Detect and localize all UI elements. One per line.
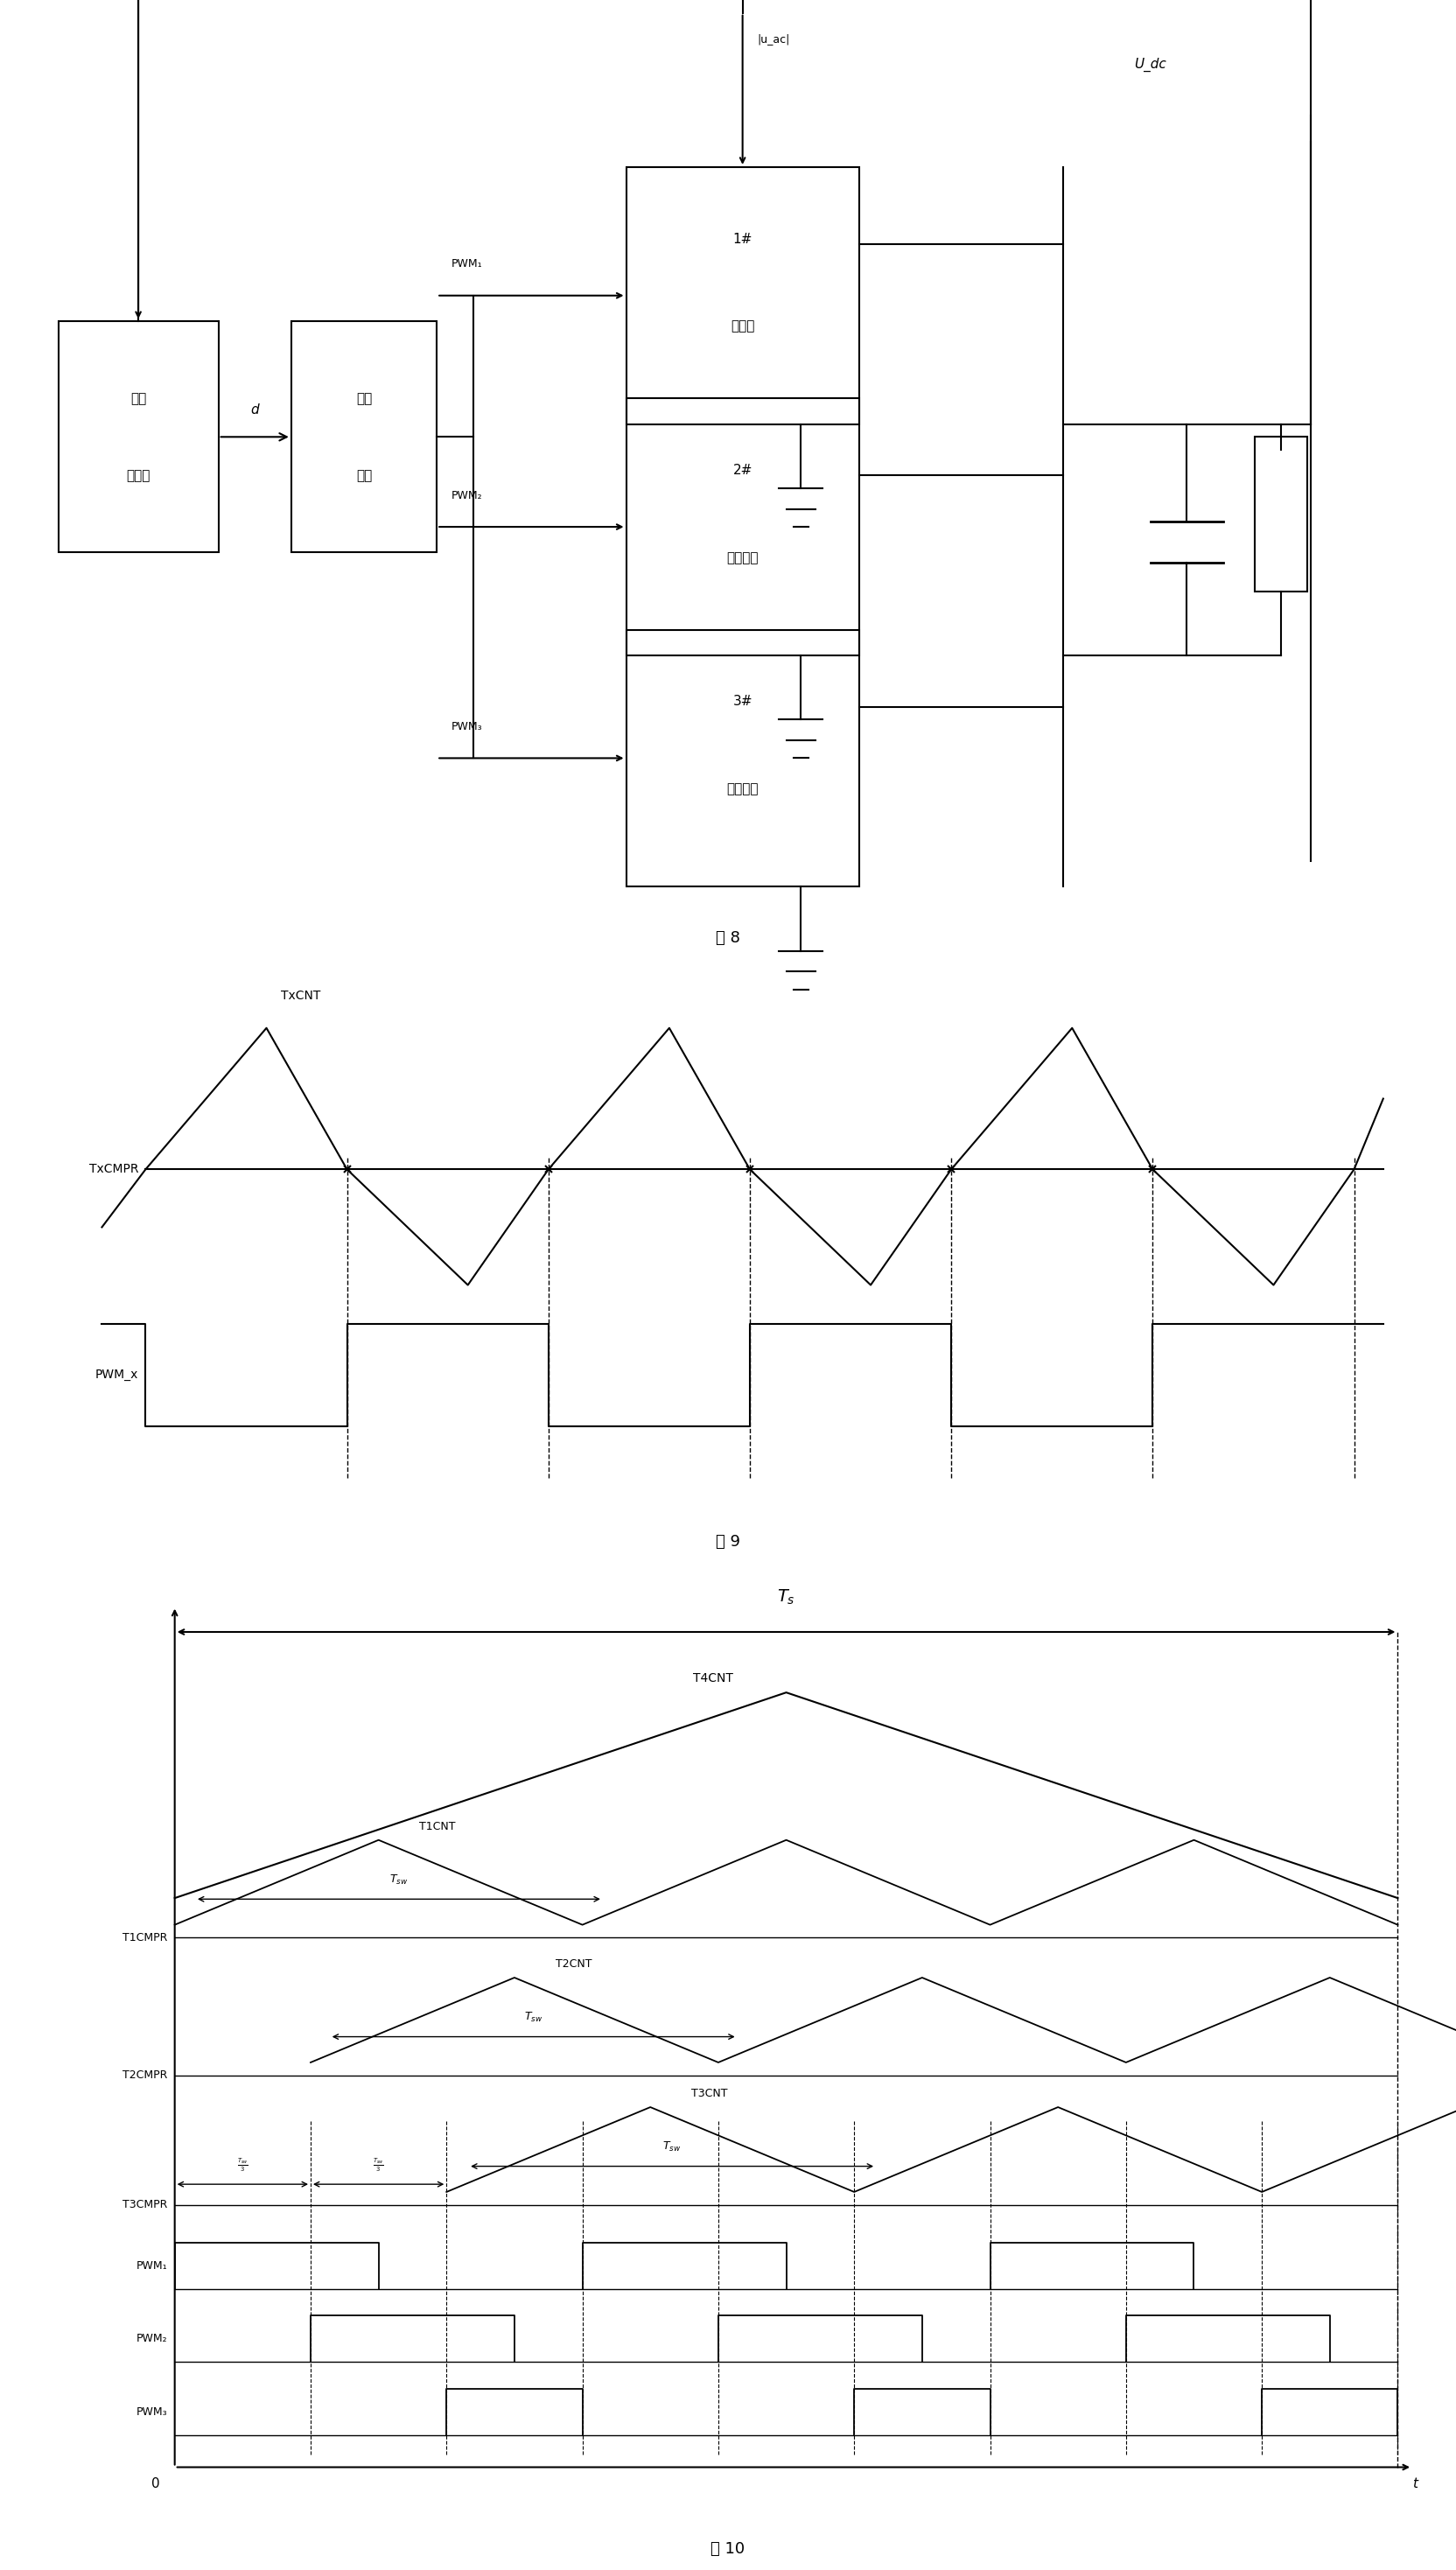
Text: PWM₃: PWM₃ xyxy=(137,2406,167,2418)
Text: t: t xyxy=(1412,2477,1418,2490)
Text: T2CNT: T2CNT xyxy=(555,1958,591,1969)
Text: T1CMPR: T1CMPR xyxy=(122,1933,167,1943)
Text: U_dc: U_dc xyxy=(1134,57,1166,72)
Text: $T_{sw}$: $T_{sw}$ xyxy=(524,2010,543,2025)
Text: 图 9: 图 9 xyxy=(716,1534,740,1550)
Text: PWM₁: PWM₁ xyxy=(137,2259,167,2272)
Text: PWM₁: PWM₁ xyxy=(451,260,482,270)
Text: $T_s$: $T_s$ xyxy=(778,1588,795,1606)
Text: T3CMPR: T3CMPR xyxy=(122,2200,167,2210)
Text: 图 8: 图 8 xyxy=(716,930,740,946)
Bar xyxy=(626,630,859,887)
Text: T1CNT: T1CNT xyxy=(419,1822,456,1832)
Text: 图 10: 图 10 xyxy=(711,2542,745,2557)
Text: T4CNT: T4CNT xyxy=(693,1673,734,1686)
Text: PWM₂: PWM₂ xyxy=(451,491,482,501)
Text: 闭环: 闭环 xyxy=(131,391,146,406)
Text: 变换器: 变换器 xyxy=(731,319,754,334)
Bar xyxy=(626,167,859,424)
Text: 从变换器: 从变换器 xyxy=(727,781,759,797)
Text: 1#: 1# xyxy=(732,231,753,247)
Text: T3CNT: T3CNT xyxy=(692,2087,728,2100)
Text: 3#: 3# xyxy=(732,694,753,709)
Text: $T_{sw}$: $T_{sw}$ xyxy=(390,1874,408,1886)
Text: 控制器: 控制器 xyxy=(127,468,150,483)
Text: d: d xyxy=(250,403,259,416)
Text: TxCNT: TxCNT xyxy=(281,989,320,1002)
Text: PWM₂: PWM₂ xyxy=(137,2334,167,2344)
Text: T2CMPR: T2CMPR xyxy=(122,2069,167,2082)
Bar xyxy=(291,321,437,553)
Text: $\frac{T_{sw}}{3}$: $\frac{T_{sw}}{3}$ xyxy=(237,2156,249,2174)
Text: 控制: 控制 xyxy=(357,468,371,483)
Text: $\frac{T_{sw}}{3}$: $\frac{T_{sw}}{3}$ xyxy=(373,2156,384,2174)
Text: 2#: 2# xyxy=(732,463,753,478)
Text: |u_ac|: |u_ac| xyxy=(757,33,789,44)
Text: 0: 0 xyxy=(151,2477,160,2490)
Bar xyxy=(626,398,859,655)
Text: PWM₃: PWM₃ xyxy=(451,722,482,732)
Text: TxCMPR: TxCMPR xyxy=(89,1164,138,1174)
Text: $T_{sw}$: $T_{sw}$ xyxy=(662,2141,681,2154)
Bar xyxy=(1255,437,1307,591)
Bar xyxy=(58,321,218,553)
Text: 从变换器: 从变换器 xyxy=(727,550,759,565)
Text: PWM_x: PWM_x xyxy=(95,1370,138,1380)
Text: 交错: 交错 xyxy=(357,391,371,406)
